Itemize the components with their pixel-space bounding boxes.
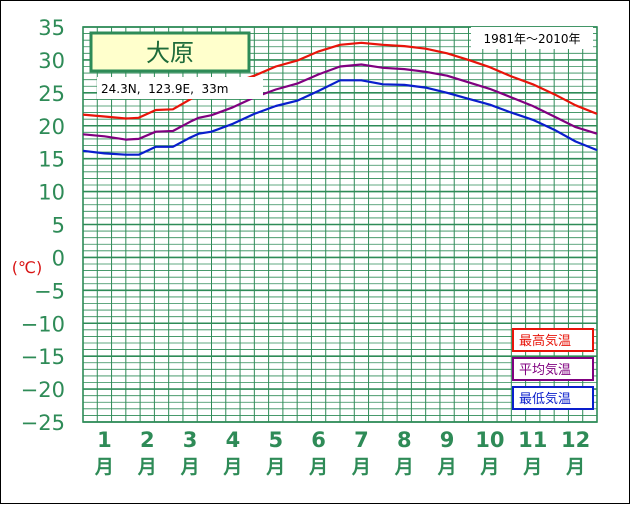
month-number-label: 2 [140, 428, 155, 452]
y-tick-label: 10 [38, 181, 65, 205]
chart-title: 大原 [146, 39, 194, 67]
axes: 35 30 25 20 15 10 5 0 −5 −10 −15 −20 −25 1 月 2 月 3 月 4 月 5 月 6 月… [21, 16, 591, 478]
month-suffix-label: 月 [265, 456, 285, 478]
legend-label: 最低気温 [519, 391, 571, 407]
month-suffix-label: 月 [351, 456, 371, 478]
month-number-label: 3 [183, 428, 198, 452]
y-tick-label: 20 [38, 115, 65, 139]
y-tick-label: 0 [52, 246, 65, 270]
period-label: 1981年～2010年 [483, 32, 580, 46]
month-number-label: 11 [518, 428, 547, 452]
y-tick-label: −5 [34, 279, 65, 303]
y-tick-label: −15 [21, 345, 65, 369]
series-line [82, 63, 598, 141]
station-info: 24.3N, 123.9E, 33m [101, 82, 228, 96]
y-tick-label: −20 [21, 378, 65, 402]
month-number-label: 9 [440, 428, 455, 452]
month-suffix-label: 月 [437, 456, 457, 478]
month-number-label: 5 [268, 428, 283, 452]
month-number-label: 1 [97, 428, 112, 452]
month-number-label: 6 [311, 428, 326, 452]
y-tick-label: 15 [38, 148, 65, 172]
legend-label: 最高気温 [519, 333, 571, 349]
y-tick-label: 25 [38, 82, 65, 106]
month-suffix-label: 月 [94, 456, 114, 478]
series-line [82, 41, 598, 120]
month-suffix-label: 月 [522, 456, 542, 478]
y-tick-label: −10 [21, 312, 65, 336]
y-tick-label: 35 [38, 16, 65, 40]
y-tick-label: 5 [52, 214, 65, 238]
legend-box [512, 328, 594, 352]
legend-box [512, 386, 594, 410]
month-number-label: 7 [354, 428, 369, 452]
station-info-box: 24.3N, 123.9E, 33m [97, 77, 263, 99]
month-number-label: 4 [226, 428, 241, 452]
series [82, 41, 598, 156]
legend-label: 平均気温 [519, 362, 571, 378]
month-suffix-label: 月 [565, 456, 585, 478]
month-suffix-label: 月 [394, 456, 414, 478]
series-line [82, 79, 598, 156]
y-tick-label: −25 [21, 411, 65, 435]
period-box: 1981年～2010年 [471, 27, 593, 49]
month-suffix-label: 月 [479, 456, 499, 478]
month-suffix-label: 月 [137, 456, 157, 478]
title-box: 大原 [89, 31, 251, 73]
month-suffix-label: 月 [308, 456, 328, 478]
month-suffix-label: 月 [222, 456, 242, 478]
month-number-label: 8 [397, 428, 412, 452]
month-number-label: 10 [475, 428, 504, 452]
legend-box [512, 357, 594, 381]
y-axis-label: (℃) [12, 258, 42, 277]
month-suffix-label: 月 [180, 456, 200, 478]
y-tick-label: 30 [38, 49, 65, 73]
plot-border [82, 26, 598, 423]
month-number-label: 12 [561, 428, 590, 452]
